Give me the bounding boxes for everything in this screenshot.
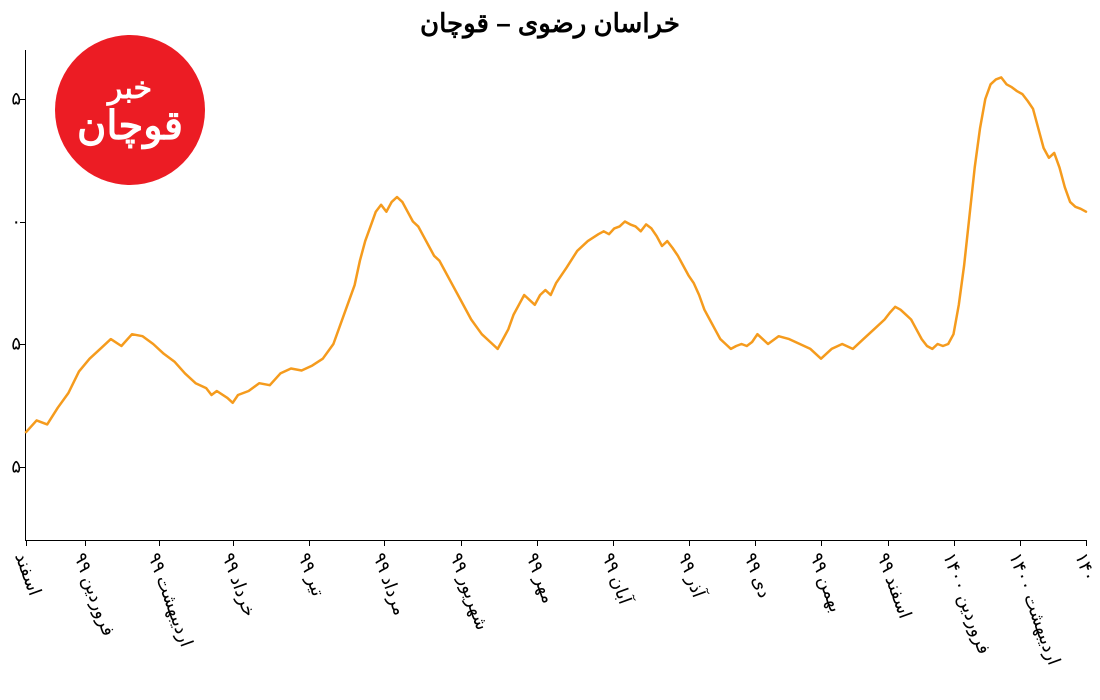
x-tick-mark: [1020, 540, 1021, 546]
x-tick-mark: [613, 540, 614, 546]
x-tick-mark: [888, 540, 889, 546]
x-tick-mark: [233, 540, 234, 546]
x-tick-label: آبان ۹۹: [598, 550, 636, 607]
x-tick-mark: [954, 540, 955, 546]
x-tick-label: مرداد ۹۹: [369, 550, 411, 618]
logo-line1: خبر: [108, 74, 152, 104]
y-tick-label: ۵: [6, 89, 21, 110]
chart-title: خراسان رضوی – قوچان: [0, 8, 1100, 39]
x-tick-label: خرداد ۹۹: [217, 550, 259, 620]
x-tick-mark: [26, 540, 27, 546]
x-tick-label: اسفند ۹۹: [872, 550, 915, 621]
x-tick-mark: [1086, 540, 1087, 546]
x-tick-mark: [384, 540, 385, 546]
logo-line2: قوچان: [77, 106, 183, 146]
x-tick-mark: [461, 540, 462, 546]
chart-container: خراسان رضوی – قوچان ۵ ۰ ۵ ۵ اسفند فروردین ۹۹ ا…: [0, 0, 1100, 700]
x-tick-mark: [85, 540, 86, 546]
x-tick-label: فروردین ۹۹: [70, 550, 119, 639]
x-tick-label: فروردین ۱۴۰۰: [938, 550, 994, 657]
x-tick-label: آذر ۹۹: [673, 550, 708, 600]
x-tick-mark: [821, 540, 822, 546]
x-tick-label: تیر ۹۹: [293, 550, 328, 599]
x-tick-label: اردیبهشت ۱۴۰۰: [1005, 550, 1065, 668]
y-tick-label: ۰: [6, 211, 21, 232]
x-tick-label: دی ۹۹: [740, 550, 776, 601]
x-tick-mark: [537, 540, 538, 546]
y-tick-label: ۵: [6, 456, 21, 477]
x-tick-label: اردیبهشت ۹۹: [143, 550, 196, 650]
x-tick-label: بهمن ۹۹: [805, 550, 846, 615]
y-tick-label: ۵: [6, 334, 21, 355]
x-tick-mark: [689, 540, 690, 546]
x-tick-label: اسفند: [10, 550, 45, 599]
x-tick-mark: [159, 540, 160, 546]
x-tick-mark: [309, 540, 310, 546]
x-tick-label: شهریور ۹۹: [445, 550, 492, 633]
x-tick-label: ۱۴۰: [1070, 550, 1100, 584]
x-tick-label: مهر ۹۹: [521, 550, 559, 606]
x-tick-mark: [755, 540, 756, 546]
news-logo: خبر قوچان: [55, 35, 205, 185]
